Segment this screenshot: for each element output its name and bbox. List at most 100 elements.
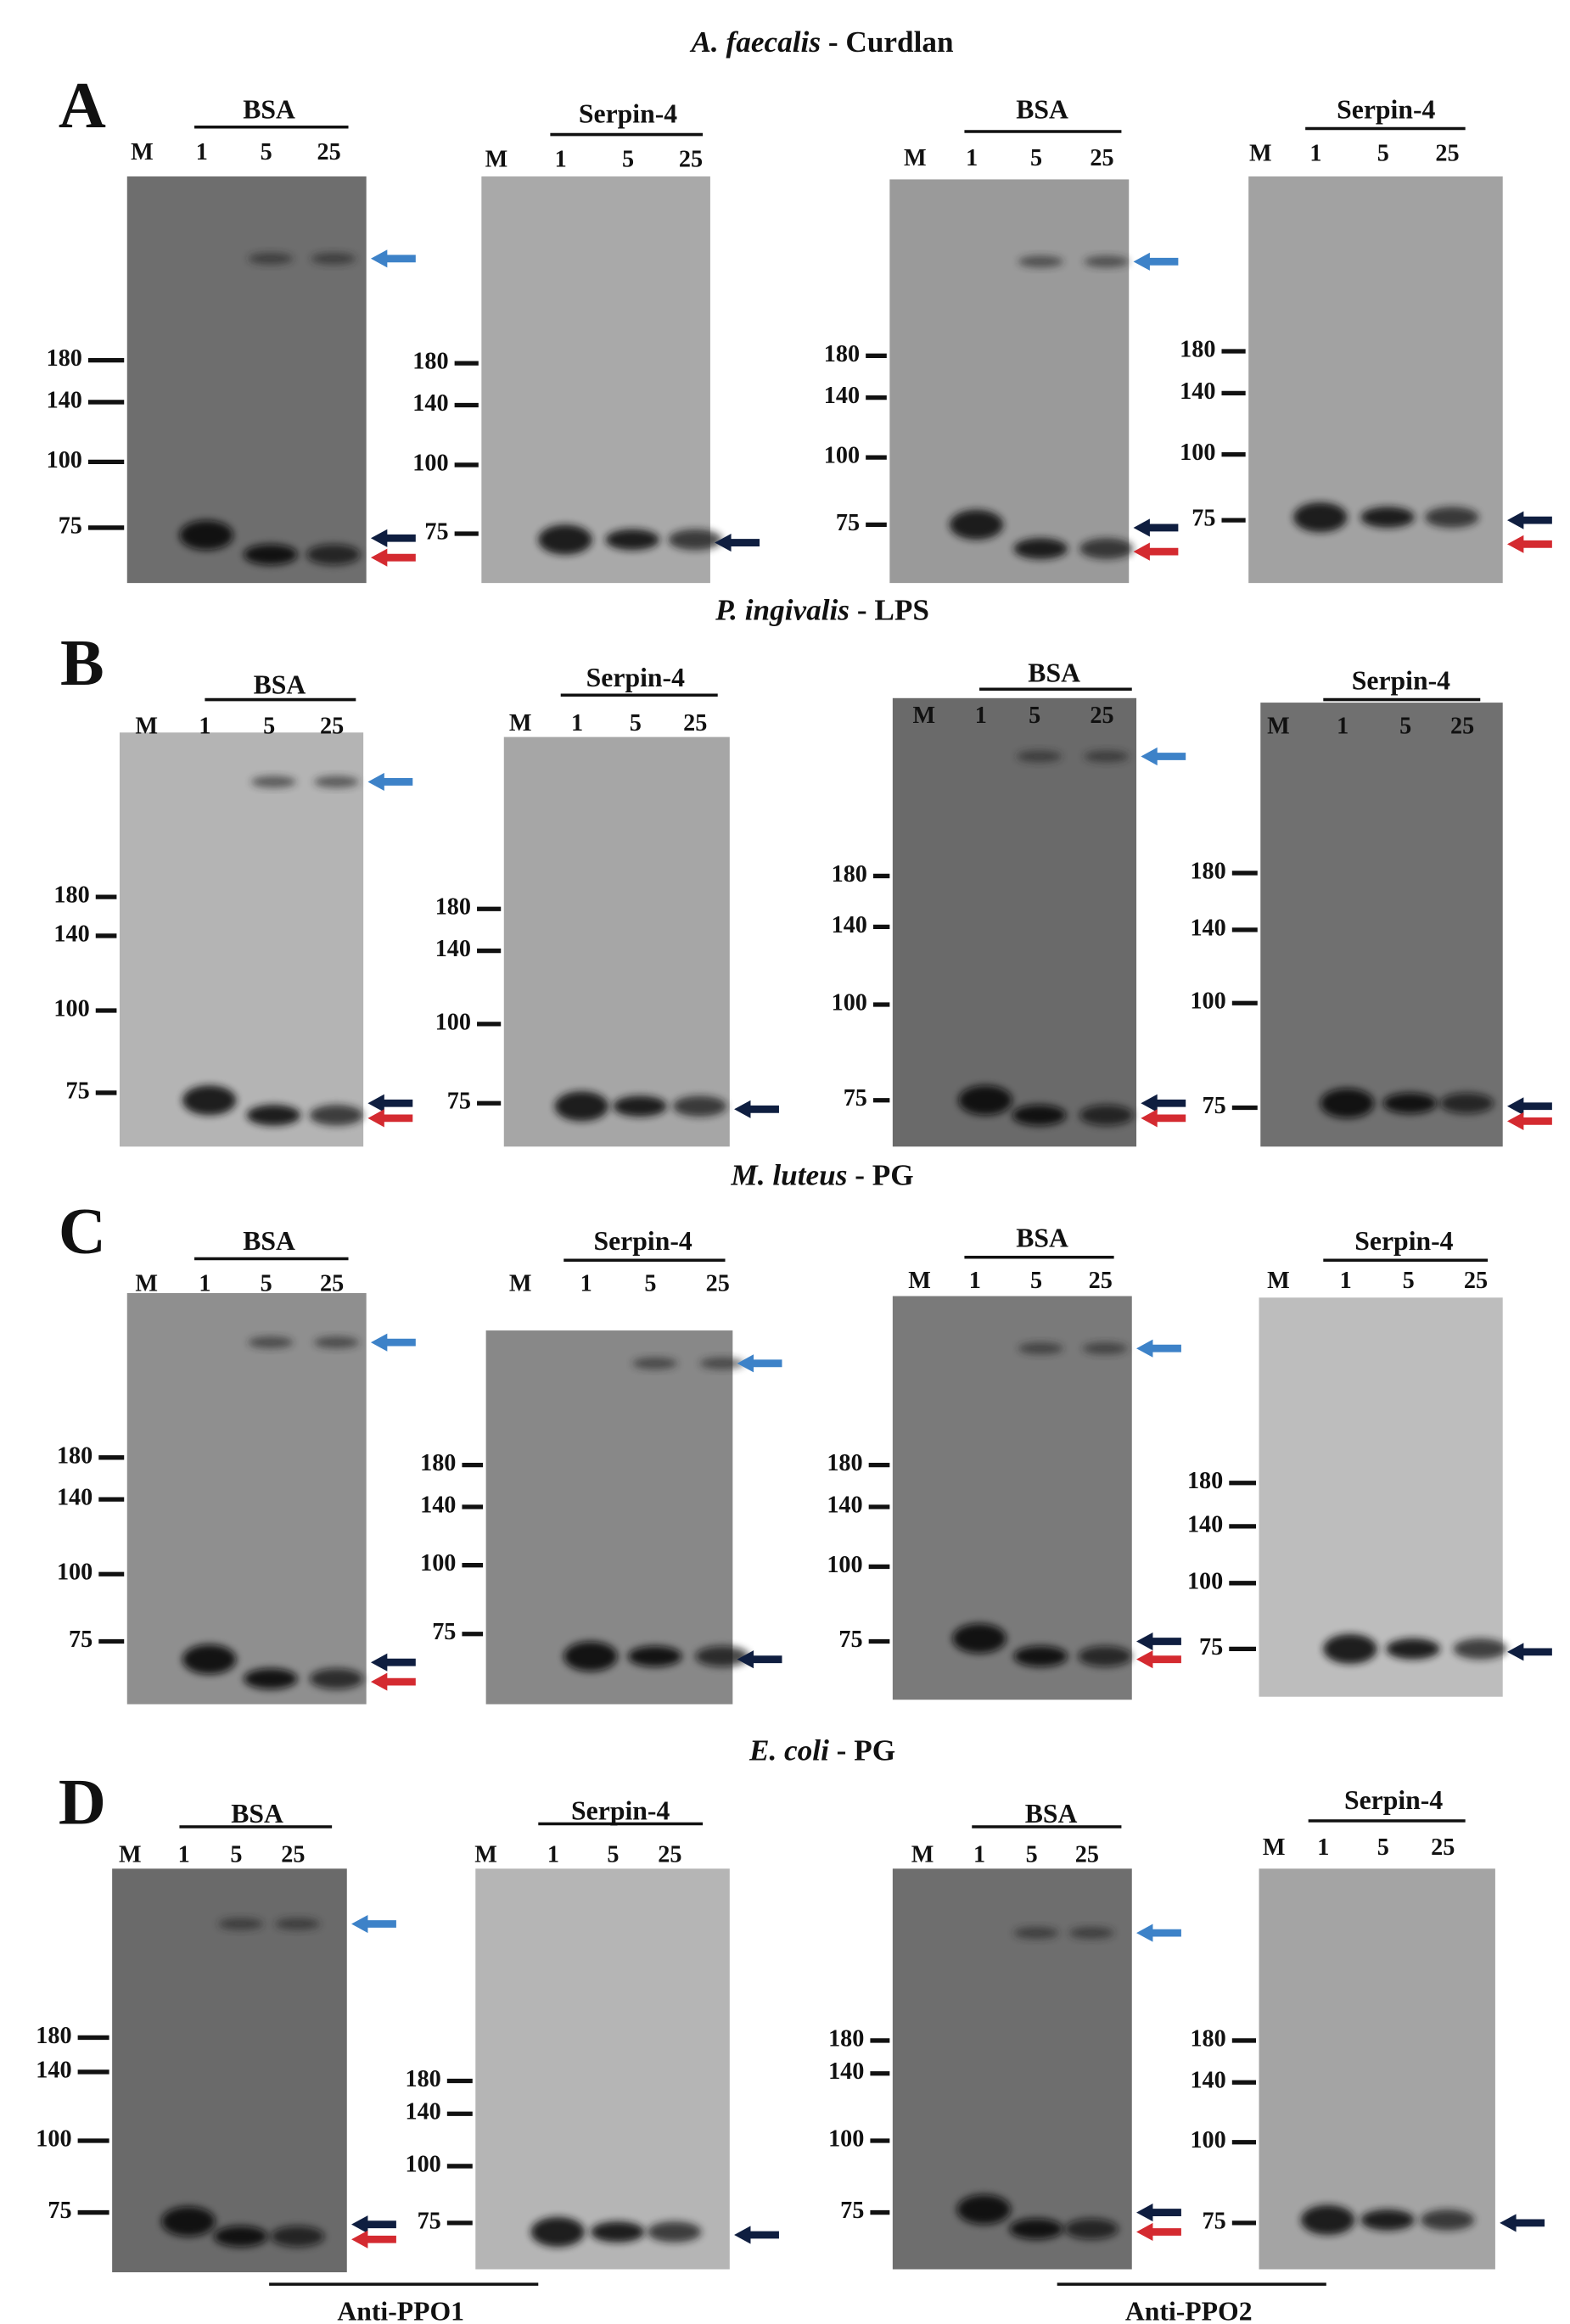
marker-label: 75 — [432, 1619, 456, 1645]
marker-label: 180 — [435, 894, 471, 921]
lane-label: 25 — [679, 147, 703, 173]
antibody-label: Anti-PPO1 — [337, 2297, 464, 2324]
marker-label: 100 — [1180, 440, 1215, 466]
band — [564, 1641, 618, 1672]
arrow-head — [734, 2226, 751, 2244]
arrow-head — [1136, 2203, 1153, 2222]
blot-header: Serpin-4 — [586, 663, 685, 692]
band — [952, 1623, 1006, 1654]
arrow-head — [1507, 1097, 1524, 1116]
band — [554, 1091, 609, 1122]
band — [1009, 2218, 1063, 2240]
band — [251, 776, 296, 788]
arrow-head — [1136, 1650, 1153, 1669]
lane-label: 25 — [320, 1271, 344, 1297]
marker-label: 180 — [412, 349, 448, 375]
lane-label: 5 — [1030, 1268, 1042, 1294]
band — [306, 544, 361, 565]
arrow-head — [1507, 1112, 1524, 1130]
marker-label: 140 — [1180, 378, 1215, 405]
band — [605, 529, 659, 551]
band — [1018, 255, 1063, 268]
blot — [126, 176, 367, 584]
band — [1012, 1105, 1067, 1126]
marker-label: 140 — [828, 2058, 864, 2085]
marker-label: 100 — [1190, 988, 1225, 1015]
band — [248, 1336, 294, 1349]
lane-label: 1 — [199, 713, 210, 739]
marker-label: 75 — [840, 2198, 864, 2224]
arrow-head — [1500, 2214, 1517, 2232]
band — [1078, 1645, 1132, 1667]
marker-label: 100 — [36, 2125, 71, 2152]
lane-label: 25 — [683, 710, 707, 736]
lane-label: 25 — [1431, 1834, 1455, 1861]
marker-label: 180 — [1187, 1468, 1223, 1494]
band — [275, 1918, 321, 1930]
marker-label: 75 — [418, 2208, 441, 2234]
band — [314, 1336, 359, 1349]
band — [161, 2206, 216, 2237]
marker-label: 180 — [53, 882, 89, 909]
band — [949, 509, 1004, 540]
marker-label: 100 — [1187, 1568, 1223, 1594]
blot-header: Serpin-4 — [1337, 94, 1435, 124]
arrow-head — [1141, 747, 1158, 766]
lane-label: 5 — [1403, 1268, 1415, 1294]
lane-label: M — [904, 145, 927, 171]
band — [1382, 1092, 1438, 1114]
lane-label: 5 — [263, 713, 275, 739]
band — [590, 2221, 645, 2243]
band — [628, 1645, 682, 1667]
lane-label: 1 — [1309, 141, 1321, 167]
band — [1017, 750, 1062, 763]
marker-label: 100 — [832, 989, 867, 1016]
lane-label: M — [1267, 713, 1290, 739]
marker-label: 75 — [48, 2198, 71, 2224]
marker-label: 100 — [420, 1550, 456, 1576]
lane-label: 5 — [644, 1271, 656, 1297]
band — [1425, 507, 1479, 528]
band — [309, 1105, 364, 1126]
band — [1300, 2204, 1355, 2235]
marker-label: 140 — [832, 912, 867, 938]
band — [699, 1357, 745, 1369]
lane-label: 1 — [555, 147, 567, 173]
blot-header: Serpin-4 — [1344, 1785, 1443, 1815]
lane-label: M — [485, 147, 508, 173]
band — [1084, 255, 1130, 268]
marker-label: 100 — [824, 443, 860, 469]
blot — [1260, 703, 1503, 1147]
marker-label: 180 — [832, 861, 867, 888]
band — [530, 2216, 585, 2248]
panel-letter: A — [59, 69, 106, 142]
arrow-head — [734, 1100, 751, 1118]
arrow-head — [1133, 518, 1150, 537]
lane-label: 25 — [1075, 1842, 1099, 1868]
arrow-head — [367, 772, 384, 792]
panel-title: P. ingivalis - LPS — [715, 593, 929, 626]
band — [1360, 2209, 1415, 2231]
arrow-head — [370, 1333, 388, 1352]
lane-label: M — [135, 713, 158, 739]
band — [958, 1085, 1012, 1116]
marker-label: 140 — [1190, 915, 1225, 941]
lane-label: 5 — [230, 1842, 242, 1868]
band — [1013, 1927, 1059, 1940]
marker-label: 140 — [1190, 2068, 1225, 2094]
marker-label: 75 — [836, 510, 860, 536]
blot-header: BSA — [1025, 1799, 1078, 1828]
arrow-head — [351, 2215, 368, 2234]
band — [1068, 1927, 1114, 1940]
lane-label: 1 — [571, 710, 583, 736]
marker-label: 75 — [66, 1078, 90, 1104]
lane-label: 5 — [622, 147, 634, 173]
lane-label: 25 — [706, 1271, 730, 1297]
marker-label: 100 — [57, 1560, 93, 1586]
band — [1293, 501, 1348, 533]
marker-label: 140 — [53, 921, 89, 947]
band — [1323, 1633, 1377, 1664]
lane-label: 1 — [969, 1268, 981, 1294]
blot-header: BSA — [1028, 658, 1080, 688]
lane-label: 25 — [658, 1842, 681, 1868]
